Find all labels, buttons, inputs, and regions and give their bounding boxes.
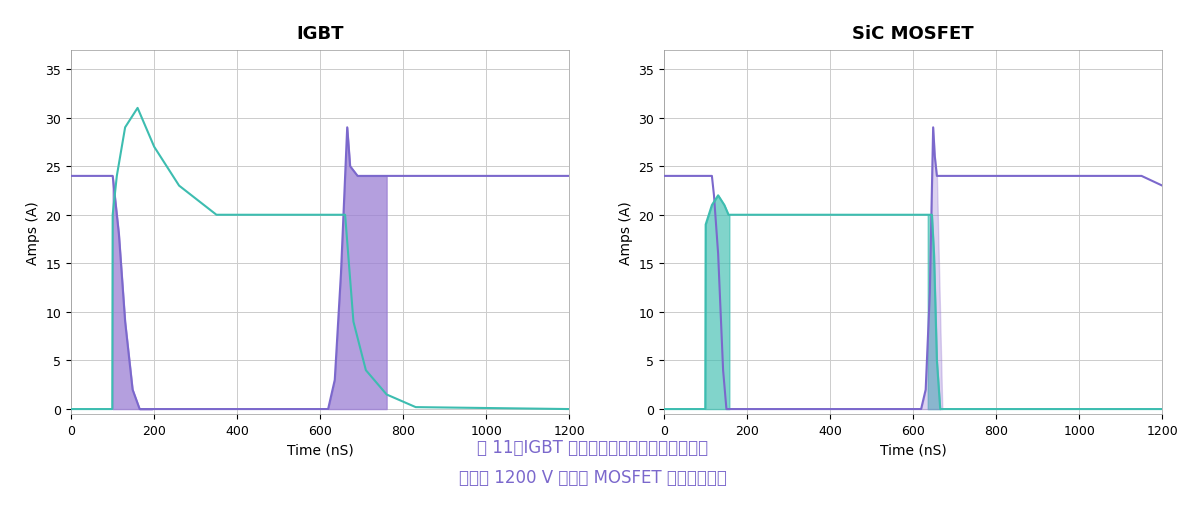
- Title: SiC MOSFET: SiC MOSFET: [853, 25, 974, 43]
- Y-axis label: Amps (A): Amps (A): [619, 200, 633, 264]
- X-axis label: Time (nS): Time (nS): [287, 442, 353, 457]
- X-axis label: Time (nS): Time (nS): [880, 442, 946, 457]
- Y-axis label: Amps (A): Amps (A): [26, 200, 40, 264]
- Text: 与通过 1200 V 碳化硅 MOSFET 消除的尾电流: 与通过 1200 V 碳化硅 MOSFET 消除的尾电流: [459, 468, 727, 486]
- Title: IGBT: IGBT: [296, 25, 344, 43]
- Text: 图 11：IGBT 尾电流对关断损耗的影响（右）: 图 11：IGBT 尾电流对关断损耗的影响（右）: [478, 438, 708, 456]
